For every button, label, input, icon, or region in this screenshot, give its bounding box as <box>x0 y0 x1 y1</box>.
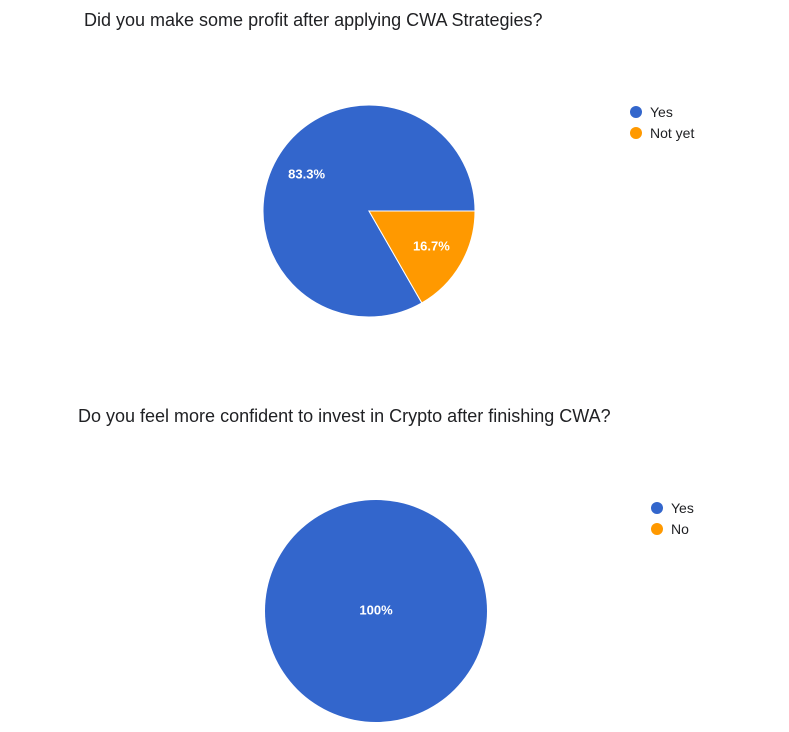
slice-label-yes: 100% <box>359 602 393 617</box>
legend-swatch <box>651 501 663 514</box>
chart-2-title: Do you feel more confident to invest in … <box>78 406 611 426</box>
pie-slice-not-yet <box>368 210 476 304</box>
legend-label: No <box>671 520 689 537</box>
legend-label: Yes <box>671 499 694 516</box>
chart-1-pie: 83.3% 16.7% <box>262 104 476 318</box>
pie-slice-yes <box>265 500 487 722</box>
chart-2-pie: 100% <box>265 500 487 722</box>
legend-swatch <box>630 105 642 118</box>
legend-swatch <box>651 522 663 535</box>
legend-label: Yes <box>650 103 673 120</box>
slice-label-yes: 83.3% <box>288 166 325 181</box>
slice-label-not-yet: 16.7% <box>413 239 450 254</box>
legend-item-yes: Yes <box>630 101 694 122</box>
legend-item-no: No <box>651 518 694 539</box>
legend-label: Not yet <box>650 124 695 141</box>
chart-1-legend: Yes Not yet <box>630 101 694 143</box>
chart-2-legend: Yes No <box>651 497 694 539</box>
legend-item-not-yet: Not yet <box>630 122 694 143</box>
chart-1-title: Did you make some profit after applying … <box>84 10 543 30</box>
legend-item-yes: Yes <box>651 497 694 518</box>
legend-swatch <box>630 126 642 139</box>
